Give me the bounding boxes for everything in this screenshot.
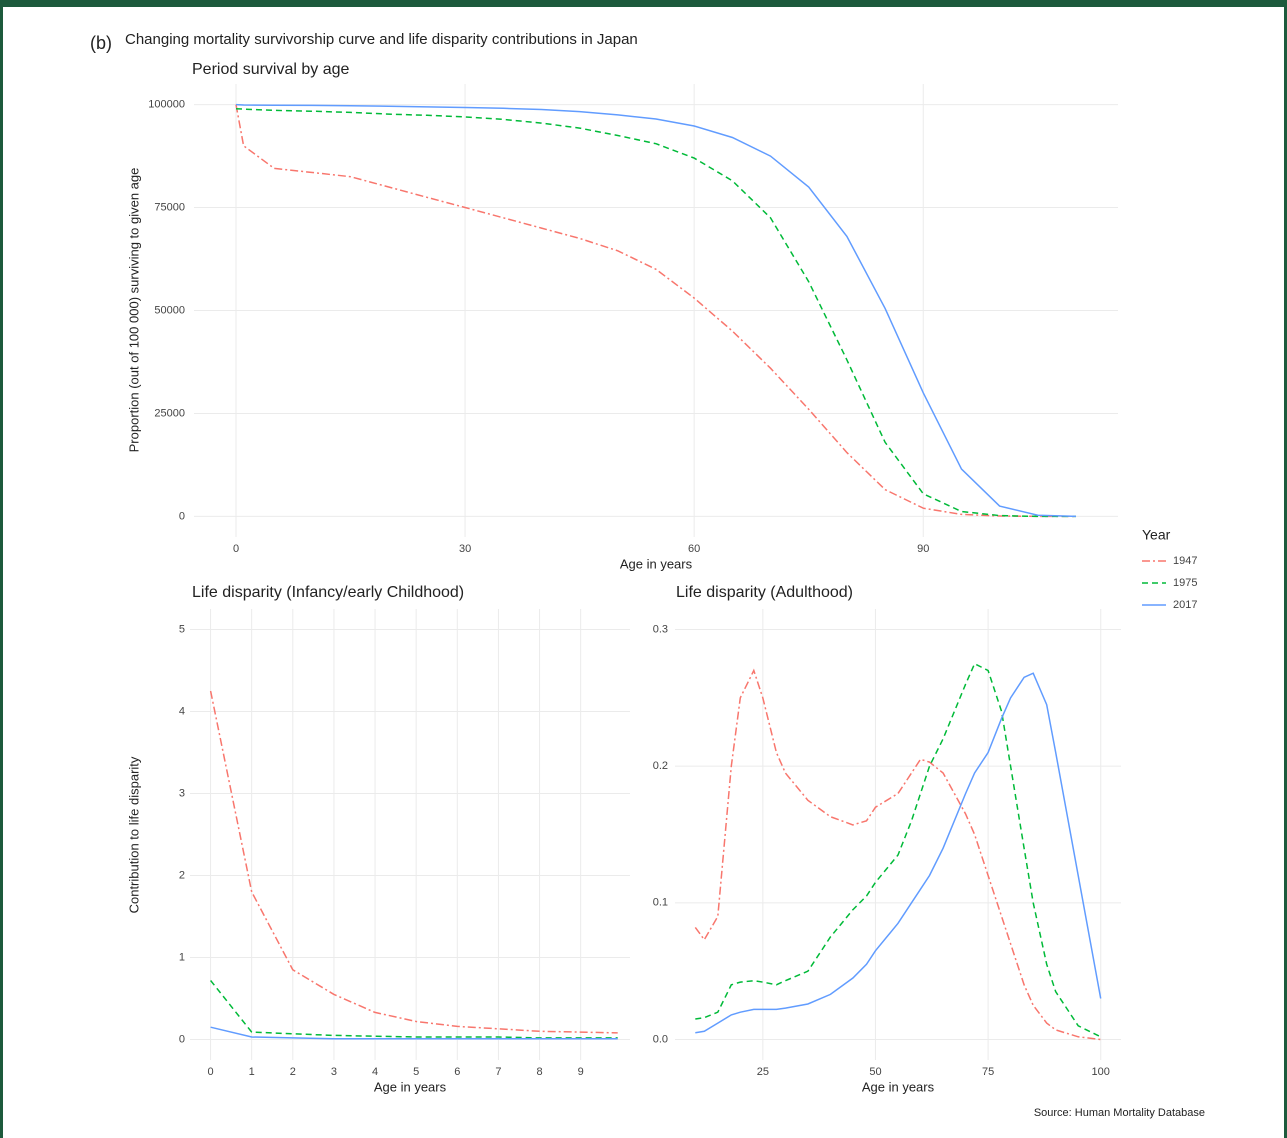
panel-title: Life disparity (Adulthood) (676, 584, 853, 601)
y-tick-label: 5 (179, 623, 185, 635)
x-tick-label: 90 (917, 543, 929, 555)
y-tick-label: 0.2 (653, 760, 668, 772)
series-line (235, 103, 1077, 518)
series-line (235, 104, 1076, 518)
panel-title: Period survival by age (192, 61, 350, 78)
series-line (694, 668, 1101, 1041)
series-line (210, 980, 618, 1039)
y-tick-label: 2 (179, 869, 185, 881)
legend-label: 1947 (1173, 555, 1197, 567)
x-axis-title: Age in years (374, 1079, 447, 1094)
x-tick-label: 9 (578, 1066, 584, 1078)
series-line (695, 672, 1102, 1034)
y-tick-label: 50000 (154, 304, 185, 316)
series-line (209, 690, 618, 1034)
source-note: Source: Human Mortality Database (1034, 1107, 1205, 1119)
x-axis-title: Age in years (862, 1079, 935, 1094)
panel-label: (b) (90, 33, 112, 53)
y-tick-label: 3 (179, 787, 185, 799)
x-tick-label: 4 (372, 1066, 378, 1078)
y-tick-label: 0.1 (653, 897, 668, 909)
x-tick-label: 6 (454, 1066, 460, 1078)
y-tick-label: 0.0 (653, 1033, 668, 1045)
series-line (210, 1026, 618, 1040)
y-tick-label: 1 (179, 951, 185, 963)
x-tick-label: 0 (233, 543, 239, 555)
panel-title: Life disparity (Infancy/early Childhood) (192, 584, 464, 601)
series-line (235, 107, 1076, 518)
x-tick-label: 100 (1092, 1066, 1110, 1078)
y-tick-label: 100000 (148, 98, 185, 110)
series-line (695, 662, 1102, 1038)
x-tick-label: 3 (331, 1066, 337, 1078)
x-tick-label: 25 (757, 1066, 769, 1078)
x-tick-label: 8 (536, 1066, 542, 1078)
y-tick-label: 4 (179, 705, 185, 717)
x-tick-label: 5 (413, 1066, 419, 1078)
figure-title: Changing mortality survivorship curve an… (125, 31, 638, 48)
y-tick-label: 0 (179, 510, 185, 522)
legend-label: 1975 (1173, 577, 1197, 589)
x-tick-label: 7 (495, 1066, 501, 1078)
x-tick-label: 50 (869, 1066, 881, 1078)
x-axis-title: Age in years (620, 556, 693, 571)
frame (3, 7, 1284, 1138)
y-axis-title: Proportion (out of 100 000) surviving to… (126, 168, 141, 453)
x-tick-label: 60 (688, 543, 700, 555)
legend-title: Year (1142, 527, 1171, 543)
y-axis-title: Contribution to life disparity (126, 756, 141, 913)
y-tick-label: 0.3 (653, 623, 668, 635)
x-tick-label: 0 (207, 1066, 213, 1078)
y-tick-label: 25000 (154, 407, 185, 419)
x-tick-label: 2 (290, 1066, 296, 1078)
legend-label: 2017 (1173, 599, 1197, 611)
x-tick-label: 30 (459, 543, 471, 555)
y-tick-label: 0 (179, 1033, 185, 1045)
x-tick-label: 75 (982, 1066, 994, 1078)
x-tick-label: 1 (249, 1066, 255, 1078)
y-tick-label: 75000 (154, 201, 185, 213)
